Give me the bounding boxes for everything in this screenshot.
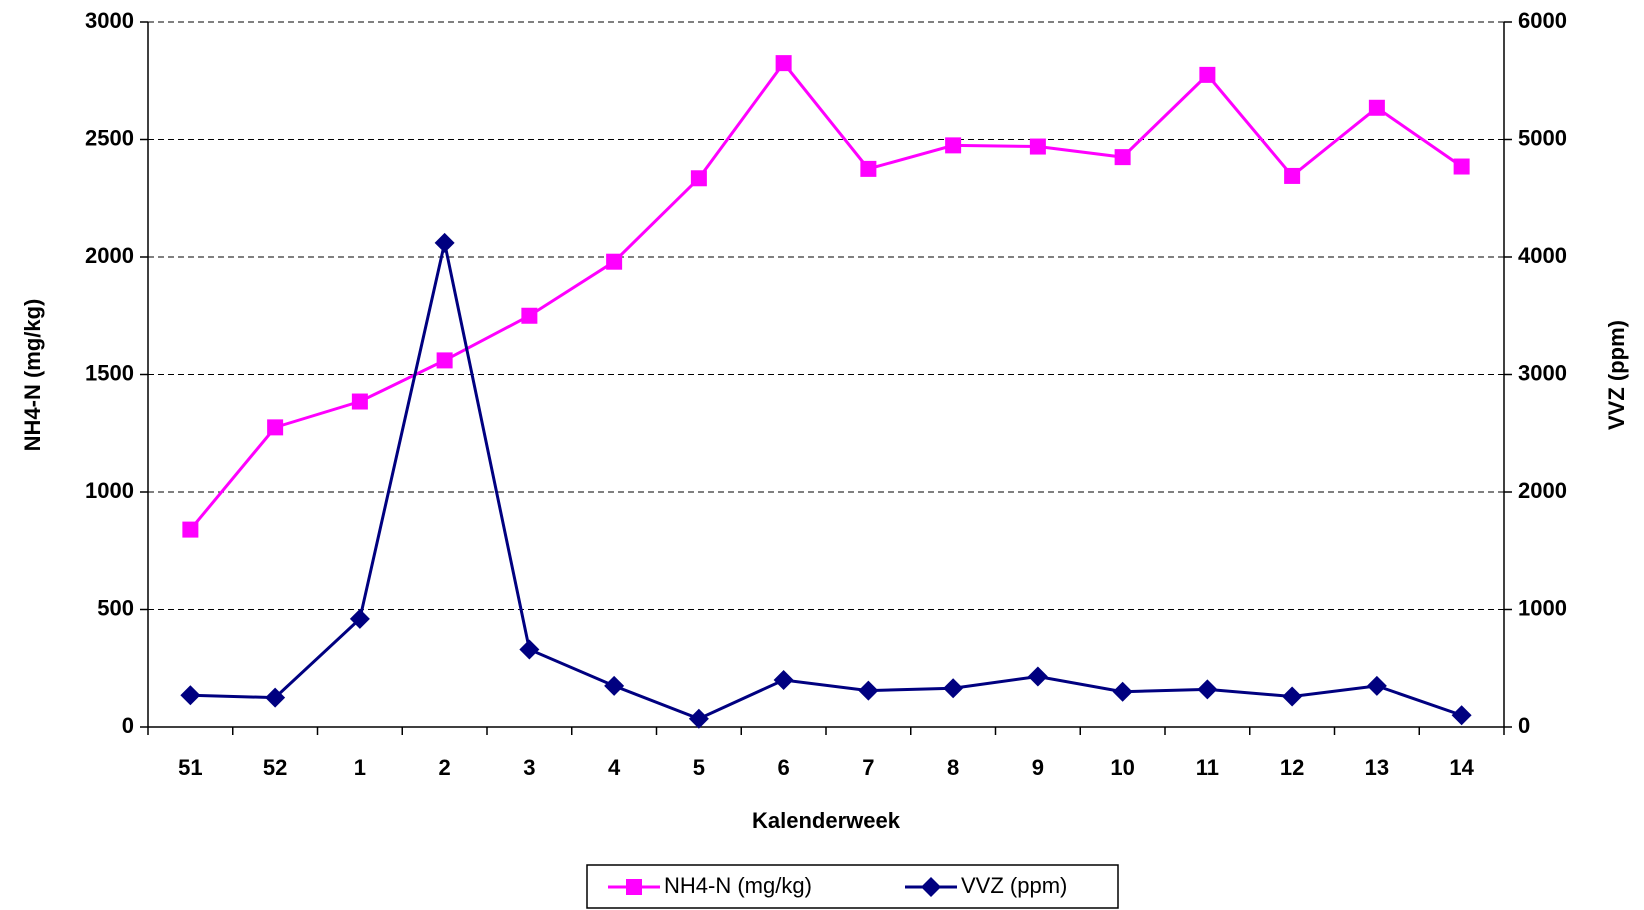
marker-square — [626, 879, 642, 895]
y2-tick-label: 5000 — [1518, 125, 1567, 150]
marker-diamond — [1112, 681, 1133, 702]
marker-diamond — [1027, 666, 1048, 687]
legend: NH4-N (mg/kg) VVZ (ppm) — [586, 864, 1119, 909]
legend-label: VVZ (ppm) — [961, 873, 1067, 898]
marker-square — [182, 521, 199, 538]
y-tick-label: 1500 — [85, 360, 134, 385]
marker-diamond — [519, 639, 540, 660]
x-tick-label: 2 — [439, 755, 451, 780]
marker-square — [690, 170, 707, 187]
marker-square — [860, 160, 877, 177]
x-tick-label: 11 — [1196, 755, 1219, 780]
marker-diamond — [1451, 705, 1472, 726]
y-tick-label: 500 — [97, 595, 134, 620]
marker-diamond — [688, 708, 709, 729]
x-tick-label: 14 — [1449, 755, 1474, 780]
marker-diamond — [180, 685, 201, 706]
x-tick-label: 10 — [1110, 755, 1134, 780]
y-tick-label: 3000 — [85, 8, 134, 33]
marker-diamond — [921, 877, 941, 897]
marker-square — [1199, 66, 1216, 83]
series-line — [189, 60, 1463, 531]
marker-diamond — [434, 232, 455, 253]
x-tick-label: 4 — [608, 755, 621, 780]
y-tick-label: 1000 — [85, 478, 134, 503]
marker-square — [1284, 167, 1301, 184]
x-tick-label: 52 — [263, 755, 287, 780]
marker-diamond — [1282, 686, 1303, 707]
marker-square — [775, 55, 792, 72]
marker-square — [1029, 138, 1046, 155]
y2-tick-label: 4000 — [1518, 243, 1567, 268]
marker-diamond — [265, 687, 286, 708]
marker-square — [945, 137, 962, 154]
y-axis-label: NH4-N (mg/kg) — [20, 299, 45, 452]
y-tick-label: 2500 — [85, 125, 134, 150]
y-tick-label: 2000 — [85, 243, 134, 268]
marker-diamond — [858, 680, 879, 701]
x-tick-label: 8 — [947, 755, 959, 780]
y2-tick-label: 0 — [1518, 713, 1530, 738]
x-tick-label: 12 — [1280, 755, 1304, 780]
legend-box — [586, 864, 1119, 909]
y-tick-label: 0 — [122, 713, 134, 738]
marker-square — [351, 393, 368, 410]
x-tick-label: 1 — [354, 755, 366, 780]
x-tick-label: 7 — [862, 755, 874, 780]
marker-diamond — [604, 675, 625, 696]
y2-tick-label: 3000 — [1518, 360, 1567, 385]
x-tick-label: 3 — [523, 755, 535, 780]
x-tick-label: 51 — [178, 755, 202, 780]
marker-square — [1368, 99, 1385, 116]
marker-square — [606, 253, 623, 270]
series-line — [190, 242, 1463, 721]
x-tick-label: 5 — [693, 755, 705, 780]
y2-tick-label: 2000 — [1518, 478, 1567, 503]
marker-diamond — [773, 670, 794, 690]
x-tick-label: 6 — [778, 755, 790, 780]
marker-square — [1453, 158, 1470, 175]
marker-diamond — [1197, 679, 1218, 700]
y2-tick-label: 1000 — [1518, 595, 1567, 620]
legend-label: NH4-N (mg/kg) — [664, 873, 812, 898]
x-tick-label: 13 — [1365, 755, 1389, 780]
x-axis-label: Kalenderweek — [752, 808, 901, 833]
y2-axis-label: VVZ (ppm) — [1604, 320, 1629, 430]
marker-square — [521, 307, 538, 324]
marker-diamond — [349, 608, 370, 629]
marker-square — [1114, 149, 1131, 166]
marker-diamond — [943, 678, 964, 699]
marker-square — [436, 352, 453, 369]
x-tick-label: 9 — [1032, 755, 1044, 780]
marker-square — [267, 419, 284, 436]
marker-diamond — [1366, 675, 1387, 696]
y2-tick-label: 6000 — [1518, 8, 1567, 33]
